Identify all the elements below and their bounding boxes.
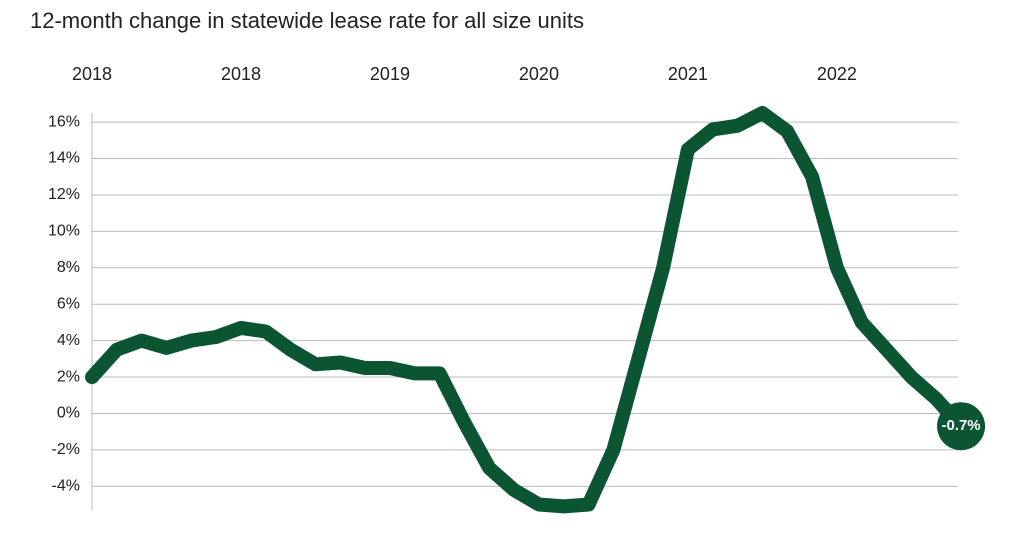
end-label: -0.7% [941,417,980,434]
y-tick-label: -2% [52,441,80,458]
y-tick-label: -4% [52,478,80,495]
chart-title: 12-month change in statewide lease rate … [30,8,584,33]
y-tick-label: 8% [57,259,80,276]
data-line [85,106,968,514]
x-tick-label: 2021 [668,64,708,84]
x-tick-label: 2018 [221,64,261,84]
x-tick-label: 2022 [817,64,857,84]
y-tick-label: 0% [57,405,80,422]
y-tick-label: 16% [48,113,80,130]
x-tick-label: 2019 [370,64,410,84]
y-tick-label: 4% [57,332,80,349]
x-tick-label: 2020 [519,64,559,84]
y-tick-label: 12% [48,186,80,203]
y-tick-label: 14% [48,150,80,167]
end-marker [937,402,986,451]
x-tick-label: 2018 [72,64,112,84]
y-tick-label: 10% [48,223,80,240]
y-tick-label: 2% [57,368,80,385]
y-tick-label: 6% [57,295,80,312]
